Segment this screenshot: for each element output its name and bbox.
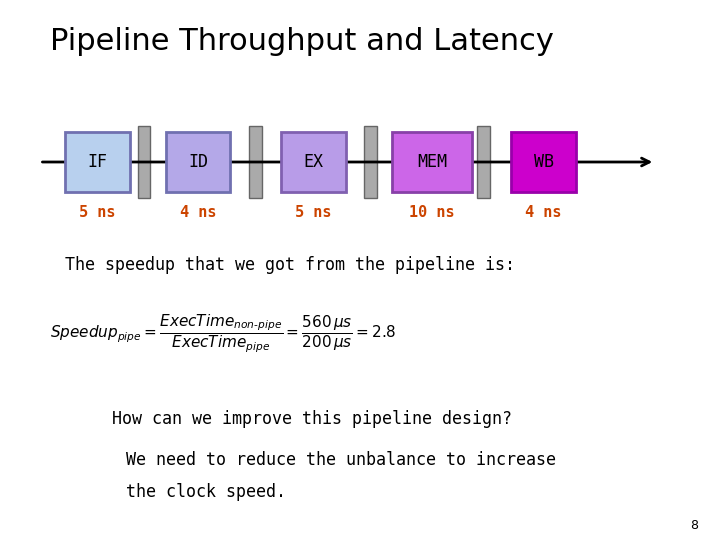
FancyBboxPatch shape (364, 126, 377, 199)
FancyBboxPatch shape (281, 132, 346, 192)
Text: Pipeline Throughput and Latency: Pipeline Throughput and Latency (50, 27, 554, 56)
Text: 5 ns: 5 ns (79, 205, 115, 220)
Text: the clock speed.: the clock speed. (126, 483, 286, 501)
Text: ID: ID (188, 153, 208, 171)
Text: $\mathit{Speedup}_{pipe} = \dfrac{\mathit{ExecTime}_{non\text{-}pipe}}{\mathit{E: $\mathit{Speedup}_{pipe} = \dfrac{\mathi… (50, 313, 397, 355)
FancyBboxPatch shape (166, 132, 230, 192)
Text: MEM: MEM (417, 153, 447, 171)
Text: 8: 8 (690, 519, 698, 532)
Text: 5 ns: 5 ns (295, 205, 331, 220)
Text: WB: WB (534, 153, 554, 171)
Text: 4 ns: 4 ns (526, 205, 562, 220)
FancyBboxPatch shape (477, 126, 490, 199)
Text: 4 ns: 4 ns (180, 205, 216, 220)
Text: How can we improve this pipeline design?: How can we improve this pipeline design? (112, 410, 512, 428)
FancyBboxPatch shape (511, 132, 576, 192)
FancyBboxPatch shape (138, 126, 150, 199)
FancyBboxPatch shape (392, 132, 472, 192)
Text: 10 ns: 10 ns (409, 205, 455, 220)
Text: IF: IF (87, 153, 107, 171)
Text: We need to reduce the unbalance to increase: We need to reduce the unbalance to incre… (126, 451, 556, 469)
Text: EX: EX (303, 153, 323, 171)
FancyBboxPatch shape (65, 132, 130, 192)
Text: The speedup that we got from the pipeline is:: The speedup that we got from the pipelin… (65, 256, 515, 274)
FancyBboxPatch shape (249, 126, 262, 199)
